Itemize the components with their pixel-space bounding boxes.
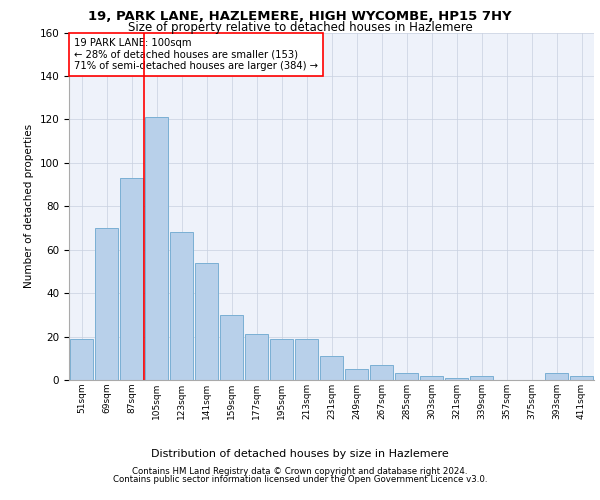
- Bar: [170, 232, 193, 380]
- Bar: [395, 374, 418, 380]
- Bar: [569, 376, 593, 380]
- Text: 19, PARK LANE, HAZLEMERE, HIGH WYCOMBE, HP15 7HY: 19, PARK LANE, HAZLEMERE, HIGH WYCOMBE, …: [88, 10, 512, 23]
- Bar: [95, 228, 118, 380]
- Bar: [370, 365, 394, 380]
- Text: Contains HM Land Registry data © Crown copyright and database right 2024.: Contains HM Land Registry data © Crown c…: [132, 467, 468, 476]
- Bar: [245, 334, 268, 380]
- Bar: [545, 374, 568, 380]
- Bar: [295, 338, 319, 380]
- Bar: [194, 262, 218, 380]
- Text: Contains public sector information licensed under the Open Government Licence v3: Contains public sector information licen…: [113, 475, 487, 484]
- Bar: [119, 178, 143, 380]
- Text: Distribution of detached houses by size in Hazlemere: Distribution of detached houses by size …: [151, 449, 449, 459]
- Bar: [70, 338, 94, 380]
- Bar: [445, 378, 469, 380]
- Bar: [145, 117, 169, 380]
- Bar: [344, 369, 368, 380]
- Bar: [419, 376, 443, 380]
- Bar: [269, 338, 293, 380]
- Y-axis label: Number of detached properties: Number of detached properties: [24, 124, 34, 288]
- Bar: [470, 376, 493, 380]
- Bar: [220, 315, 244, 380]
- Text: Size of property relative to detached houses in Hazlemere: Size of property relative to detached ho…: [128, 21, 472, 34]
- Text: 19 PARK LANE: 100sqm
← 28% of detached houses are smaller (153)
71% of semi-deta: 19 PARK LANE: 100sqm ← 28% of detached h…: [74, 38, 318, 71]
- Bar: [320, 356, 343, 380]
